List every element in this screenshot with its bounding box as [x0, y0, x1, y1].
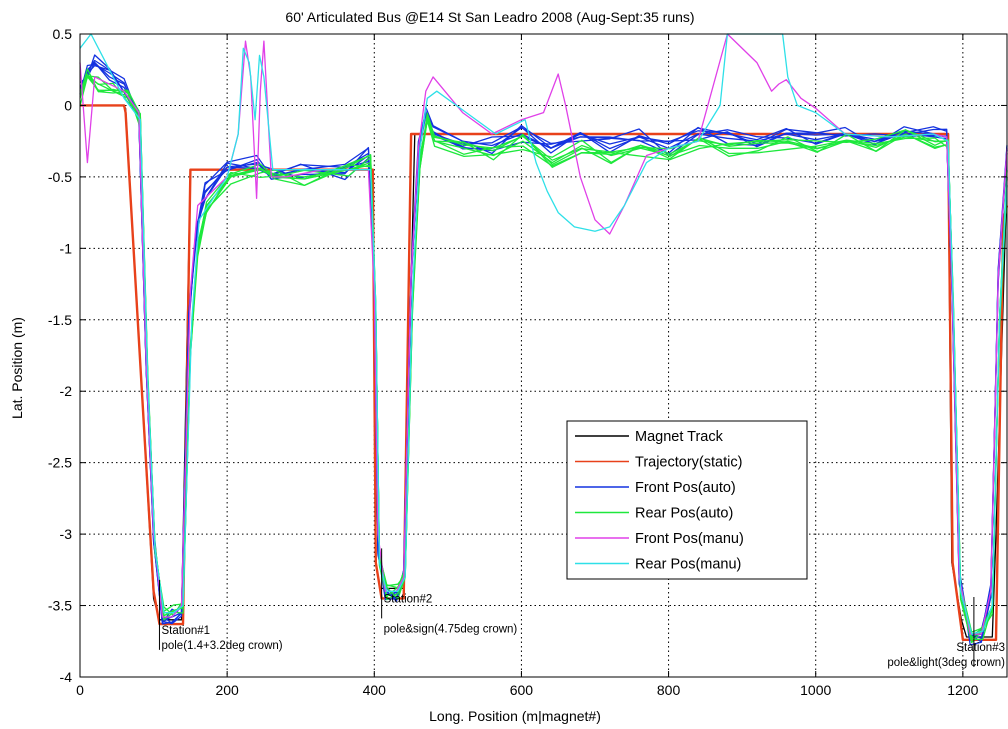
y-tick-label: -2.5 [48, 455, 72, 471]
legend-item: Rear Pos(auto) [575, 506, 733, 522]
legend-item: Magnet Track [575, 429, 724, 445]
legend-item: Rear Pos(manu) [575, 557, 741, 573]
legend-label: Trajectory(static) [635, 455, 742, 471]
y-axis-label: Lat. Position (m) [9, 317, 25, 419]
y-tick-label: -3 [60, 526, 73, 542]
station-annotation-text: Station#3 [956, 642, 1005, 654]
legend-label: Rear Pos(auto) [635, 506, 733, 522]
series-line-front-pos-auto [79, 64, 1008, 637]
grid-lines [80, 34, 1007, 677]
series-line-front-pos-auto [79, 63, 1008, 636]
series-lines [79, 33, 1008, 646]
legend-label: Rear Pos(manu) [635, 557, 741, 573]
x-axis-label: Long. Position (m|magnet#) [429, 708, 601, 724]
series-line-rear-pos-auto [79, 76, 1008, 641]
station-annotation: Station#1 pole(1.4+3.2deg crown) [158, 579, 283, 652]
series-line-front-pos-manu [79, 33, 1008, 635]
y-tick-label: -1 [60, 240, 73, 256]
station-annotation-text: Station#2 [384, 593, 433, 605]
y-tick-label: -4 [60, 669, 73, 685]
legend-box [566, 420, 808, 580]
legend-label: Front Pos(auto) [635, 480, 736, 496]
station-annotation-text: pole&light(3deg crown) [887, 657, 1005, 669]
chart-title: 60' Articulated Bus @E14 St San Leadro 2… [285, 9, 694, 25]
x-tick-label: 1000 [800, 682, 831, 698]
station-annotation-text: Station#1 [161, 625, 210, 637]
legend-item: Front Pos(auto) [575, 480, 736, 496]
legend-label: Front Pos(manu) [635, 531, 744, 547]
x-tick-label: 1200 [947, 682, 978, 698]
legend-label: Magnet Track [635, 429, 724, 445]
legend-item: Front Pos(manu) [575, 531, 744, 547]
y-tick-label: -1.5 [48, 312, 72, 328]
x-tick-label: 0 [76, 682, 84, 698]
series-line-rear-pos-manu [79, 33, 1008, 635]
x-tick-label: 200 [215, 682, 239, 698]
x-tick-label: 600 [510, 682, 534, 698]
y-tick-label: 0 [64, 97, 72, 113]
station-annotations: Station#1 pole(1.4+3.2deg crown) Station#2… [158, 548, 1005, 669]
series-line-rear-pos-auto [79, 74, 1008, 633]
y-tick-label: -0.5 [48, 169, 72, 185]
y-tick-label: -2 [60, 383, 73, 399]
axis-ticks: 0 200 400 600 800 1000 1200 0.5 0 -0.5 -1 -1.5 -2 -2.… [48, 26, 1007, 698]
station-annotation-text: pole&sign(4.75deg crown) [384, 623, 518, 635]
legend-item: Trajectory(static) [575, 455, 742, 471]
station-annotation: Station#2 pole&sign(4.75deg crown) [381, 548, 518, 635]
legend: Magnet Track Trajectory(static) Front Pos(… [566, 420, 808, 580]
station-annotation: Station#3 pole&light(3deg crown) [887, 596, 1005, 669]
x-tick-label: 800 [657, 682, 681, 698]
series-line-rear-pos-auto [79, 75, 1008, 640]
y-tick-label: -3.5 [48, 598, 72, 614]
x-tick-label: 400 [363, 682, 387, 698]
plot-area-frame [79, 33, 1008, 678]
station-annotation-text: pole(1.4+3.2deg crown) [161, 640, 282, 652]
y-tick-label: 0.5 [53, 26, 73, 42]
